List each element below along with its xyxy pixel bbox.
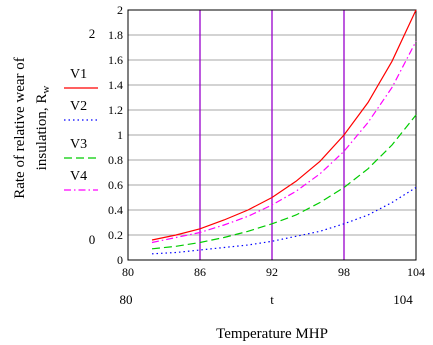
outer-x-label-left: 80 — [120, 292, 133, 307]
y-tick-label: 0.6 — [108, 178, 123, 192]
y-tick-label: 1 — [117, 128, 123, 142]
x-tick-label: 80 — [122, 265, 134, 279]
x-axis-title: Temperature MHP — [216, 326, 328, 342]
y-tick-label: 1.4 — [108, 78, 123, 92]
outer-x-label-right: 104 — [393, 292, 413, 307]
y-axis-title-line2: insulation, Rw — [34, 86, 52, 171]
legend-label-v3: V3 — [70, 137, 87, 152]
y-tick-label: 1.2 — [108, 103, 123, 117]
y-tick-label: 1.8 — [108, 28, 123, 42]
y-axis-title-line1: Rate of relative wear of — [12, 57, 28, 199]
y-tick-label: 0.2 — [108, 228, 123, 242]
legend-label-v1: V1 — [70, 67, 87, 82]
series-layer — [151, 9, 417, 255]
x-tick-label: 98 — [338, 265, 350, 279]
series-line-v4 — [151, 41, 417, 244]
legend: V1 V2 V3 V4 — [64, 67, 98, 191]
y-tick-label: 0.8 — [108, 153, 123, 167]
legend-label-v4: V4 — [70, 169, 87, 184]
x-tick-label: 86 — [194, 265, 206, 279]
x-tick-label: 92 — [266, 265, 278, 279]
plot-frame — [127, 9, 417, 261]
series-line-v1 — [151, 9, 417, 241]
tick-labels: 0 0.2 0.4 0.6 0.8 1 1.2 1.4 1.6 1.8 2 80 86 92 98 104 — [108, 3, 425, 279]
y-tick-label: 1.6 — [108, 53, 123, 67]
y-tick-label: 0.4 — [108, 203, 123, 217]
outer-y-label-bottom: 0 — [89, 232, 96, 247]
y-tick-label: 0 — [117, 253, 123, 267]
series-line-v3 — [151, 114, 417, 250]
plot-area — [127, 9, 417, 261]
y-tick-label: 2 — [117, 3, 123, 17]
y-axis-title: Rate of relative wear of insulation, Rw — [12, 57, 52, 199]
x-tick-label: 104 — [407, 265, 425, 279]
outer-x-label-mid: t — [270, 292, 274, 307]
outer-y-label-top: 2 — [89, 26, 96, 41]
legend-label-v2: V2 — [70, 99, 87, 114]
